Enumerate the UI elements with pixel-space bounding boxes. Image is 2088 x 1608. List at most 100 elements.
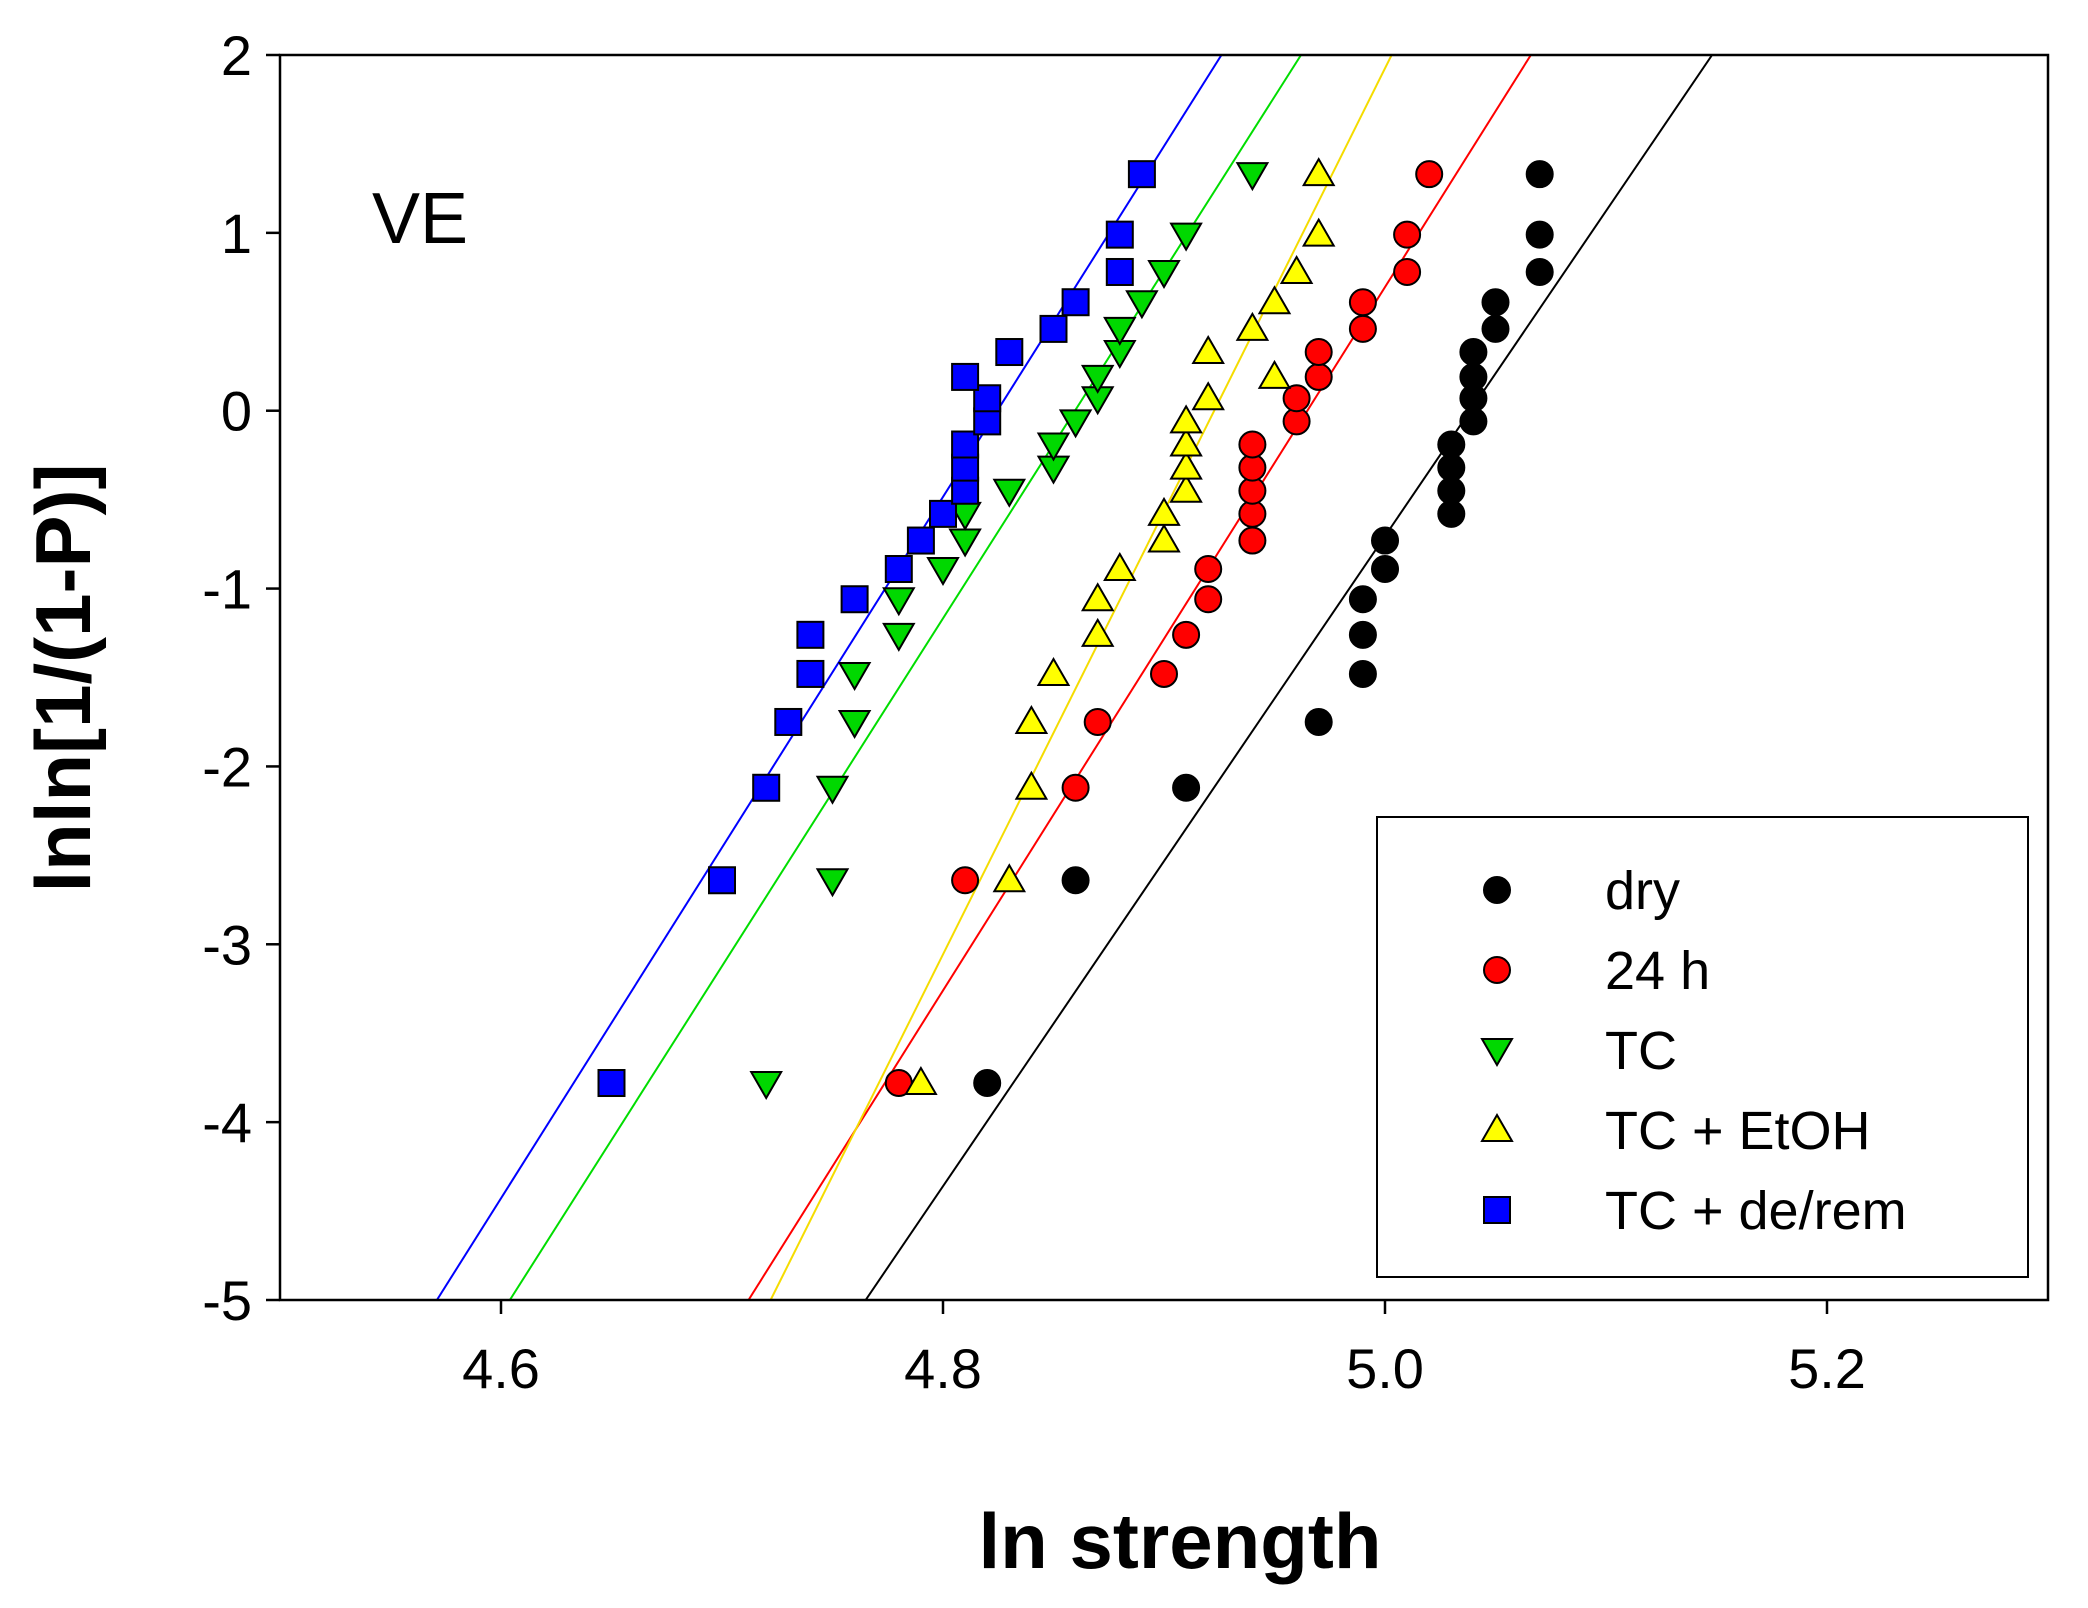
- data-point: [1169, 427, 1203, 457]
- data-point: [1459, 338, 1488, 367]
- legend-item-dry: dry: [1483, 861, 1680, 921]
- data-point: [1415, 160, 1444, 189]
- data-point: [973, 407, 1002, 436]
- data-point: [1257, 359, 1292, 389]
- series-dry: [973, 160, 1554, 1098]
- data-point: [882, 622, 916, 652]
- y-tick-label: -4: [202, 1091, 252, 1154]
- data-point: [1393, 257, 1422, 286]
- data-point: [1437, 430, 1466, 459]
- data-point: [1525, 160, 1554, 189]
- data-point: [1238, 499, 1267, 528]
- data-point: [1105, 257, 1134, 286]
- data-point: [1235, 311, 1270, 341]
- y-tick-label: 0: [221, 380, 252, 443]
- data-point: [774, 707, 803, 736]
- data-point: [929, 499, 957, 528]
- data-point: [1194, 555, 1223, 584]
- data-point: [951, 362, 980, 391]
- data-point: [951, 866, 980, 895]
- series-tc-etoh: [904, 157, 1336, 1096]
- legend-marker: [1480, 1112, 1514, 1142]
- data-point: [973, 384, 1002, 413]
- data-point: [796, 620, 825, 649]
- data-point: [1172, 620, 1201, 649]
- data-point: [1525, 257, 1554, 286]
- data-point: [926, 557, 960, 587]
- data-point: [840, 585, 869, 614]
- data-points: [597, 157, 1554, 1101]
- legend-marker: [1480, 1038, 1514, 1068]
- data-point: [904, 1066, 938, 1096]
- data-point: [815, 868, 850, 898]
- legend-label: TC + EtOH: [1605, 1101, 1871, 1161]
- data-point: [992, 478, 1027, 508]
- plot-frame: [278, 53, 2050, 1302]
- y-axis-title: lnln[1/(1-P)]: [19, 464, 107, 893]
- x-tick-label: 5.2: [1788, 1337, 1866, 1400]
- x-tick-label: 4.6: [462, 1337, 540, 1400]
- data-point: [1525, 220, 1554, 249]
- data-point: [597, 1069, 626, 1098]
- data-point: [1169, 450, 1203, 480]
- x-tick-label: 4.8: [904, 1337, 982, 1400]
- data-point: [1238, 430, 1267, 459]
- data-point: [951, 453, 980, 482]
- legend-label: TC: [1605, 1021, 1677, 1081]
- data-point: [884, 555, 913, 584]
- data-point: [815, 775, 850, 805]
- legend-item-tc: TC: [1480, 1021, 1677, 1081]
- data-point: [1036, 656, 1071, 686]
- data-point: [1083, 707, 1112, 736]
- data-point: [995, 338, 1024, 367]
- data-point: [882, 587, 916, 617]
- data-point: [708, 866, 736, 895]
- data-point: [1147, 496, 1181, 526]
- data-point: [1257, 285, 1292, 315]
- data-point: [1191, 335, 1225, 365]
- data-point: [1080, 364, 1115, 394]
- legend-marker: [1483, 876, 1511, 904]
- data-point: [1127, 160, 1156, 189]
- data-point: [1348, 288, 1377, 317]
- y-axis: -5 -4 -3 -2 -1 0 1 2: [202, 24, 280, 1332]
- fit-line-tc-etoh: [769, 55, 1393, 1300]
- data-point: [1238, 453, 1267, 482]
- data-point: [1348, 659, 1377, 688]
- data-point: [1371, 555, 1399, 584]
- data-point: [1169, 473, 1203, 503]
- legend-item-24-h: 24 h: [1483, 941, 1710, 1001]
- data-point: [1348, 620, 1377, 649]
- data-point: [1039, 314, 1068, 343]
- data-point: [1058, 409, 1093, 439]
- data-point: [1061, 288, 1090, 317]
- data-point: [1481, 314, 1510, 343]
- data-point: [1147, 523, 1181, 553]
- data-point: [1061, 866, 1090, 895]
- legend-item-tc-etoh: TC + EtOH: [1480, 1101, 1871, 1161]
- data-point: [752, 773, 781, 802]
- data-point: [906, 526, 935, 555]
- data-point: [1014, 704, 1049, 734]
- data-point: [1459, 407, 1488, 436]
- data-point: [1304, 338, 1333, 367]
- legend-label: dry: [1605, 861, 1680, 921]
- data-point: [749, 1071, 783, 1101]
- data-point: [951, 476, 980, 505]
- data-point: [1304, 362, 1333, 391]
- data-point: [992, 863, 1027, 893]
- data-point: [1393, 220, 1422, 249]
- data-point: [1238, 526, 1267, 555]
- data-point: [1282, 384, 1311, 413]
- y-tick-label: -3: [202, 913, 252, 976]
- data-point: [951, 430, 980, 459]
- data-point: [837, 709, 872, 739]
- data-point: [1080, 582, 1115, 612]
- fit-line-tc-de-rem: [436, 55, 1223, 1300]
- series-tc: [749, 162, 1270, 1101]
- data-point: [1304, 707, 1333, 736]
- data-point: [1279, 254, 1314, 284]
- data-point: [1238, 476, 1267, 505]
- data-point: [1348, 585, 1377, 614]
- data-point: [1172, 773, 1201, 802]
